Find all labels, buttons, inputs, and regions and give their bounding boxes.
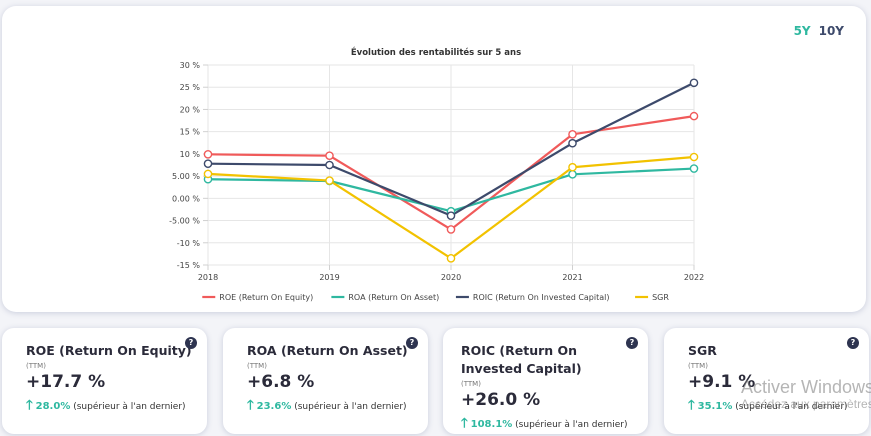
x-tick-label: 2021 xyxy=(562,273,582,282)
kpi-card-roic: ? ROIC (Return On Invested Capital) (TTM… xyxy=(443,328,648,434)
kpi-title: ROIC (Return On Invested Capital) xyxy=(461,343,582,376)
legend-label: SGR xyxy=(652,293,669,302)
legend-label: ROE (Return On Equity) xyxy=(219,293,313,302)
legend-item-sgr: SGR xyxy=(635,293,669,302)
y-tick-label: 15 % xyxy=(180,128,201,137)
kpi-change-percent: 23.6% xyxy=(256,401,292,412)
data-point-sgr xyxy=(446,254,456,263)
period-5y-button[interactable]: 5Y xyxy=(793,24,811,38)
y-tick-label: 10 % xyxy=(180,150,201,159)
kpi-change: 🡑 28.0% (supérieur à l'an dernier) xyxy=(26,396,193,418)
y-tick-label: 30 % xyxy=(180,61,201,70)
data-point-roic xyxy=(689,78,699,88)
kpi-card-roe: ? ROE (Return On Equity) (TTM) +17.7 % 🡑… xyxy=(2,328,207,434)
data-point-roic xyxy=(446,211,456,220)
kpi-ttm-label: (TTM) xyxy=(688,362,708,370)
data-point-sgr xyxy=(568,162,577,172)
kpi-title: SGR xyxy=(688,343,717,358)
x-tick-label: 2018 xyxy=(198,273,218,282)
kpi-change: 🡑 108.1% (supérieur à l'an dernier) xyxy=(461,414,634,436)
kpi-ttm-label: (TTM) xyxy=(461,380,481,388)
kpi-card-roa: ? ROA (Return On Asset) (TTM) +6.8 % 🡑 2… xyxy=(223,328,428,434)
help-icon[interactable]: ? xyxy=(847,337,859,349)
data-point-roe xyxy=(325,151,334,160)
arrow-up-icon: 🡑 xyxy=(247,398,254,413)
kpi-title: ROA (Return On Asset) xyxy=(247,343,408,358)
chart-title: Évolution des rentabilités sur 5 ans xyxy=(351,46,521,58)
kpi-change-note: (supérieur à l'an dernier) xyxy=(735,402,848,412)
kpi-card-sgr: ? SGR (TTM) +9.1 % 🡑 35.1% (supérieur à … xyxy=(664,328,869,434)
data-point-roic xyxy=(568,138,577,148)
x-tick-label: 2019 xyxy=(319,273,339,282)
y-tick-label: 0.00 % xyxy=(172,194,200,203)
kpi-change-percent: 28.0% xyxy=(35,401,71,412)
kpi-change: 🡑 23.6% (supérieur à l'an dernier) xyxy=(247,396,414,418)
data-point-roic xyxy=(325,160,334,170)
data-point-roe xyxy=(568,130,577,139)
help-icon[interactable]: ? xyxy=(406,337,418,349)
kpi-value: +6.8 % xyxy=(247,372,315,392)
kpi-title: ROE (Return On Equity) xyxy=(26,343,192,358)
period-10y-button[interactable]: 10Y xyxy=(818,24,844,38)
period-toggle: 5Y 10Y xyxy=(794,24,844,38)
kpi-change-percent: 108.1% xyxy=(470,419,513,430)
data-point-sgr xyxy=(689,152,699,162)
data-point-roe xyxy=(689,111,699,121)
legend-item-roe: ROE (Return On Equity) xyxy=(202,293,313,302)
data-point-roe xyxy=(446,225,456,234)
legend-label: ROA (Return On Asset) xyxy=(348,293,439,302)
kpi-value: +9.1 % xyxy=(688,372,756,392)
data-point-roa xyxy=(689,164,699,173)
arrow-up-icon: 🡑 xyxy=(688,398,695,413)
kpi-change-note: (supérieur à l'an dernier) xyxy=(294,402,407,412)
kpi-change: 🡑 35.1% (supérieur à l'an dernier) xyxy=(688,396,855,418)
help-icon[interactable]: ? xyxy=(185,337,197,349)
y-tick-label: -15 % xyxy=(177,261,201,270)
data-point-roic xyxy=(203,159,213,168)
data-point-roe xyxy=(203,150,213,159)
legend-item-roic: ROIC (Return On Invested Capital) xyxy=(455,293,610,302)
arrow-up-icon: 🡑 xyxy=(461,416,468,431)
legend-label: ROIC (Return On Invested Capital) xyxy=(473,293,610,302)
y-tick-label: -5.00 % xyxy=(169,217,200,226)
help-icon[interactable]: ? xyxy=(626,337,638,349)
kpi-ttm-label: (TTM) xyxy=(26,362,46,370)
kpi-change-note: (supérieur à l'an dernier) xyxy=(73,402,186,412)
kpi-ttm-label: (TTM) xyxy=(247,362,267,370)
y-tick-label: -10 % xyxy=(177,239,201,248)
kpi-value: +26.0 % xyxy=(461,390,541,410)
kpi-value: +17.7 % xyxy=(26,372,106,392)
y-tick-label: 25 % xyxy=(180,83,201,92)
x-tick-label: 2020 xyxy=(441,273,461,282)
data-point-sgr xyxy=(325,176,334,185)
arrow-up-icon: 🡑 xyxy=(26,398,33,413)
legend-item-roa: ROA (Return On Asset) xyxy=(331,293,439,302)
kpi-change-note: (supérieur à l'an dernier) xyxy=(515,420,628,430)
data-point-roa xyxy=(568,170,577,179)
x-tick-label: 2022 xyxy=(684,273,704,282)
profitability-line-chart: Évolution des rentabilités sur 5 ans 30 … xyxy=(169,46,704,302)
kpi-change-percent: 35.1% xyxy=(697,401,733,412)
chart-card: 5Y 10Y Évolution des rentabilités sur 5 … xyxy=(2,6,866,312)
y-tick-label: 5.00 % xyxy=(172,172,200,181)
y-tick-label: 20 % xyxy=(180,105,201,114)
data-point-sgr xyxy=(203,169,213,179)
